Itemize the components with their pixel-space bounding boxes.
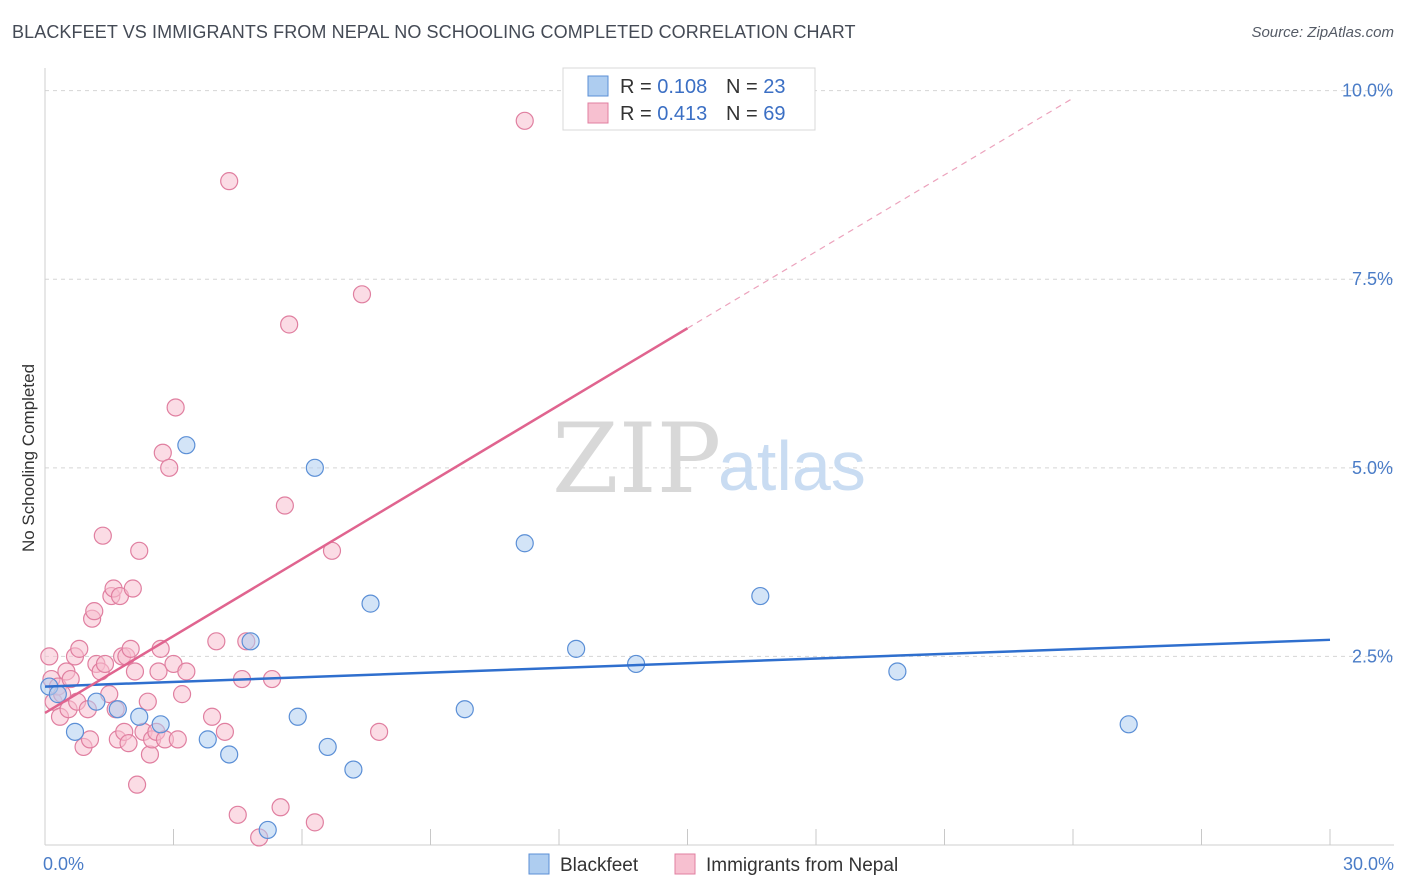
legend-row-2: R = 0.413 xyxy=(620,103,707,125)
nepal-point xyxy=(95,654,115,674)
stats-legend: R = 0.108 N = 23 R = 0.413 N = 69 xyxy=(562,67,816,131)
nepal-points xyxy=(40,111,534,847)
nepal-point xyxy=(40,647,59,666)
blackfeet-point xyxy=(220,745,239,764)
y-axis-label: No Schooling Completed xyxy=(19,364,38,552)
nepal-point xyxy=(127,775,147,794)
legend-n-label-1: N = xyxy=(726,76,763,98)
blackfeet-point xyxy=(1119,715,1138,734)
blackfeet-point xyxy=(455,700,474,719)
legend-r-label-2: R = xyxy=(620,103,657,125)
legend-r-value-1: 0.108 xyxy=(657,76,707,98)
nepal-point xyxy=(153,443,172,462)
trend-lines xyxy=(44,97,1331,715)
nepal-point xyxy=(228,805,247,824)
blackfeet-point xyxy=(130,707,149,726)
y-tick-label: 7.5% xyxy=(1352,269,1393,289)
blackfeet-point xyxy=(48,685,67,704)
legend-r-value-2: 0.413 xyxy=(657,103,707,125)
legend-row-1: R = 0.108 xyxy=(620,76,707,98)
bottom-legend-swatch-blackfeet xyxy=(528,853,550,875)
watermark-zip: ZIP xyxy=(552,403,721,515)
nepal-point xyxy=(352,285,372,304)
x-tick-labels: 0.0% 30.0% xyxy=(43,854,1394,874)
legend-swatch-blackfeet xyxy=(587,75,609,97)
blackfeet-point xyxy=(361,594,380,613)
bottom-legend-blackfeet: Blackfeet xyxy=(560,855,639,876)
y-tick-labels: 2.5% 5.0% 7.5% 10.0% xyxy=(1342,81,1393,667)
legend-n-label-2: N = xyxy=(726,103,763,125)
legend-n-value-1: 23 xyxy=(763,76,785,98)
y-tick-label: 2.5% xyxy=(1352,646,1393,666)
nepal-point xyxy=(177,662,196,681)
nepal-point xyxy=(149,662,168,681)
nepal-point xyxy=(160,458,179,477)
x-tick-label: 0.0% xyxy=(43,854,84,874)
blackfeet-point xyxy=(344,760,363,779)
nepal-point xyxy=(280,315,299,334)
nepal-point xyxy=(93,526,112,545)
nepal-point xyxy=(271,798,290,817)
blackfeet-point xyxy=(567,639,586,658)
nepal-point xyxy=(168,730,187,749)
grid-lines xyxy=(45,90,1394,657)
blackfeet-trend-line xyxy=(44,638,1331,688)
nepal-point xyxy=(138,692,157,711)
nepal-point xyxy=(207,632,226,651)
blackfeet-point xyxy=(751,586,770,606)
blackfeet-point xyxy=(241,632,260,651)
watermark: ZIP atlas xyxy=(552,403,866,515)
nepal-point xyxy=(85,602,104,621)
axes xyxy=(44,68,1394,846)
bottom-legend-swatch-nepal xyxy=(674,853,696,875)
y-tick-label: 10.0% xyxy=(1342,81,1393,101)
chart-title: BLACKFEET VS IMMIGRANTS FROM NEPAL NO SC… xyxy=(12,22,856,42)
nepal-point xyxy=(370,722,389,741)
nepal-point xyxy=(80,730,100,749)
blackfeet-point xyxy=(87,692,106,711)
nepal-point xyxy=(220,172,239,191)
nepal-point xyxy=(121,639,140,658)
x-ticks xyxy=(173,829,1331,845)
blackfeet-point xyxy=(318,737,337,757)
y-tick-label: 5.0% xyxy=(1352,458,1393,478)
nepal-point xyxy=(70,639,89,658)
watermark-atlas: atlas xyxy=(718,427,866,505)
nepal-point xyxy=(202,707,222,726)
chart-source: Source: ZipAtlas.com xyxy=(1251,24,1394,41)
legend-swatch-nepal xyxy=(587,102,609,124)
blackfeet-point xyxy=(108,700,127,719)
blackfeet-point xyxy=(151,715,170,734)
nepal-point xyxy=(61,669,80,689)
nepal-point xyxy=(140,745,160,764)
nepal-point xyxy=(123,579,142,598)
legend-r-label-1: R = xyxy=(620,76,657,98)
legend-row-1-n: N = 23 xyxy=(726,76,786,98)
bottom-legend-nepal: Immigrants from Nepal xyxy=(706,855,898,876)
nepal-trend-extension xyxy=(687,97,1074,329)
nepal-point xyxy=(215,722,234,741)
nepal-point xyxy=(305,813,324,832)
nepal-point xyxy=(125,662,145,681)
nepal-point xyxy=(172,685,192,704)
nepal-point xyxy=(119,734,138,753)
blackfeet-point xyxy=(515,534,534,553)
series-legend: Blackfeet Immigrants from Nepal xyxy=(528,853,898,876)
nepal-point xyxy=(166,398,185,417)
blackfeet-point xyxy=(177,436,196,455)
nepal-point xyxy=(130,541,149,560)
nepal-point xyxy=(275,496,294,515)
nepal-point xyxy=(515,111,534,130)
blackfeet-point xyxy=(305,458,324,477)
x-tick-label: 30.0% xyxy=(1343,854,1394,874)
blackfeet-point xyxy=(288,707,307,726)
blackfeet-point xyxy=(258,820,277,840)
blackfeet-point xyxy=(65,722,85,741)
nepal-trend-line xyxy=(44,327,689,715)
blackfeet-point xyxy=(198,730,217,749)
legend-row-2-n: N = 69 xyxy=(726,103,786,125)
blackfeet-point xyxy=(888,662,907,681)
legend-n-value-2: 69 xyxy=(763,103,785,125)
